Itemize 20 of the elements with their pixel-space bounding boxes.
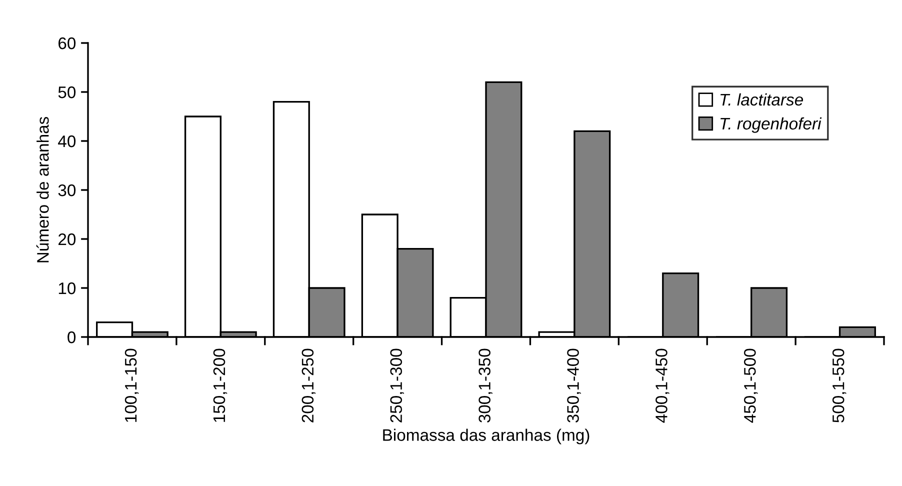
x-tick-label: 150,1-200 bbox=[213, 348, 228, 422]
legend-label: T. rogenhoferi bbox=[720, 117, 822, 133]
y-axis-title: Número de aranhas bbox=[36, 116, 49, 262]
x-axis-title: Biomassa das aranhas (mg) bbox=[383, 428, 590, 444]
x-tick-label: 250,1-300 bbox=[390, 348, 404, 422]
legend-label: T. lactitarse bbox=[720, 93, 804, 106]
y-tick-label: 30 bbox=[58, 184, 76, 196]
x-tick-label: 200,1-250 bbox=[302, 348, 316, 422]
x-tick-label: 400,1-450 bbox=[656, 348, 670, 423]
x-tick-label: 500,1-550 bbox=[832, 348, 846, 422]
x-tick-label: 100,1-150 bbox=[124, 348, 139, 422]
y-tick-label: 0 bbox=[68, 331, 76, 344]
y-tick-label: 50 bbox=[58, 86, 76, 98]
y-tick-label: 10 bbox=[58, 282, 76, 294]
y-tick-label: 20 bbox=[58, 233, 76, 246]
x-tick-label: 300,1-350 bbox=[478, 348, 492, 423]
y-tick-label: 60 bbox=[58, 37, 76, 50]
x-tick-label: 450,1-500 bbox=[744, 348, 758, 423]
y-tick-label: 40 bbox=[58, 135, 76, 148]
x-tick-label: 350,1-400 bbox=[567, 348, 581, 423]
